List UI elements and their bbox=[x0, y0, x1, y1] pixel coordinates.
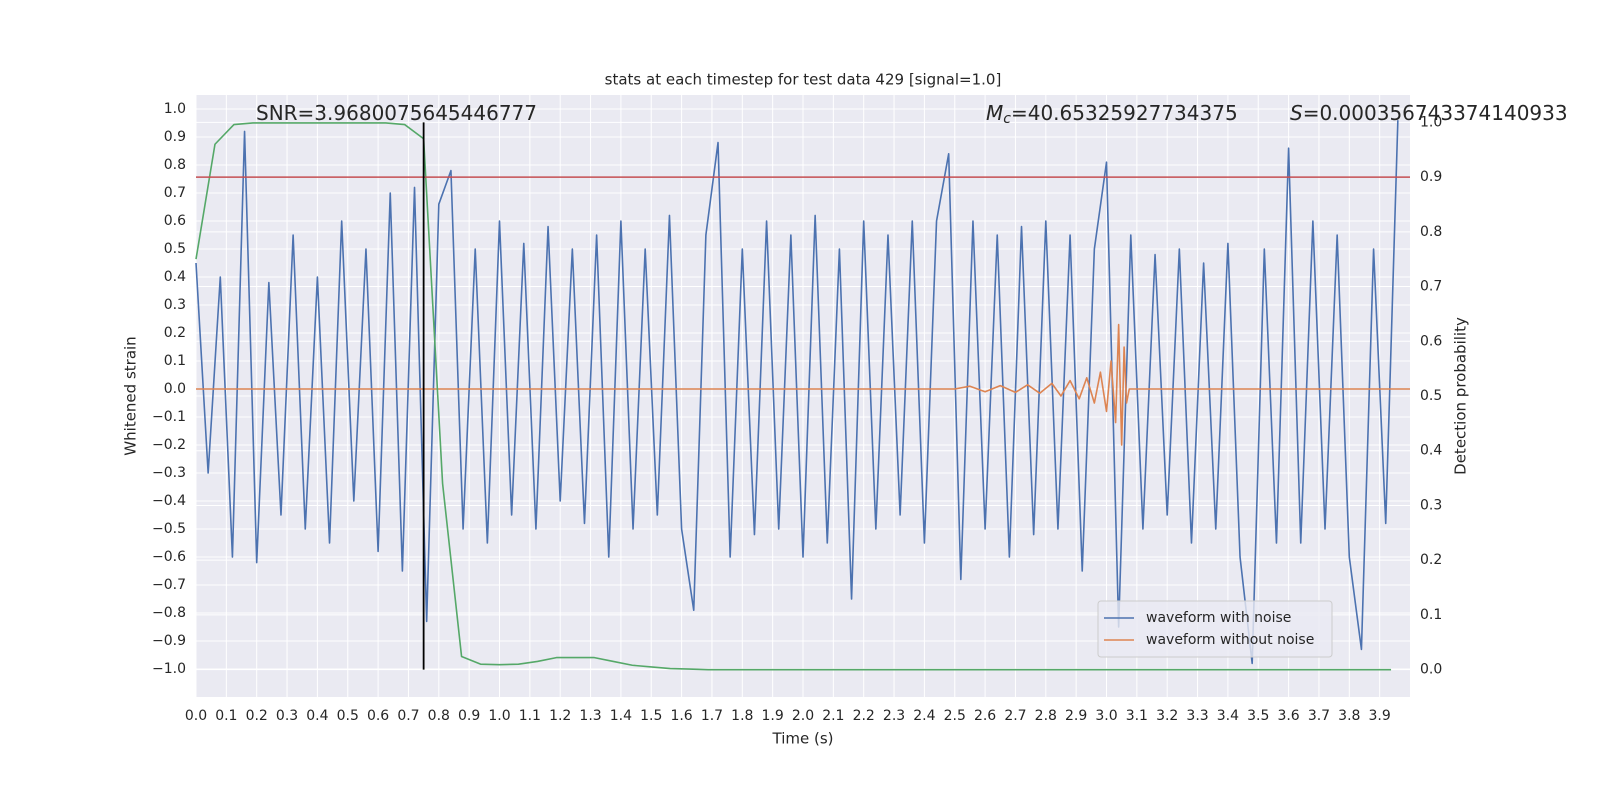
y-tick-label: −0.7 bbox=[152, 577, 186, 593]
y2-tick-label: 0.2 bbox=[1420, 552, 1442, 568]
x-tick-label: 2.2 bbox=[853, 708, 875, 724]
x-tick-label: 0.4 bbox=[306, 708, 328, 724]
x-tick-label: 0.9 bbox=[458, 708, 480, 724]
chart-title: stats at each timestep for test data 429… bbox=[605, 71, 1002, 89]
x-tick-label: 1.2 bbox=[549, 708, 571, 724]
x-tick-label: 3.0 bbox=[1095, 708, 1117, 724]
y-tick-label: 0.4 bbox=[164, 269, 186, 285]
annotation: S=0.000356743374140933 bbox=[1290, 101, 1568, 125]
x-tick-label: 1.6 bbox=[670, 708, 692, 724]
x-tick-label: 1.1 bbox=[519, 708, 541, 724]
annotation: SNR=3.9680075645446777 bbox=[256, 101, 537, 125]
x-tick-label: 1.9 bbox=[762, 708, 784, 724]
x-tick-label: 0.0 bbox=[185, 708, 207, 724]
y-tick-label: 0.6 bbox=[164, 213, 186, 229]
y-tick-label: −0.2 bbox=[152, 437, 186, 453]
annotation-symbol: S bbox=[1290, 101, 1303, 125]
y2-tick-label: 0.7 bbox=[1420, 279, 1442, 295]
annotation-text: SNR=3.9680075645446777 bbox=[256, 101, 537, 125]
x-tick-label: 2.8 bbox=[1035, 708, 1057, 724]
y2-tick-label: 0.8 bbox=[1420, 224, 1442, 240]
y2-tick-label: 1.0 bbox=[1420, 114, 1442, 130]
annotation-subscript: c bbox=[1003, 111, 1011, 127]
y-tick-label: −0.9 bbox=[152, 633, 186, 649]
y2-tick-label: 0.1 bbox=[1420, 607, 1442, 623]
x-tick-label: 0.1 bbox=[215, 708, 237, 724]
y2-tick-label: 0.6 bbox=[1420, 333, 1442, 349]
x-tick-label: 2.6 bbox=[974, 708, 996, 724]
x-tick-label: 1.0 bbox=[488, 708, 510, 724]
x-tick-label: 0.8 bbox=[428, 708, 450, 724]
annotation: Mc=40.65325927734375 bbox=[986, 101, 1238, 128]
x-tick-label: 1.4 bbox=[610, 708, 632, 724]
x-tick-label: 2.3 bbox=[883, 708, 905, 724]
x-tick-label: 3.6 bbox=[1277, 708, 1299, 724]
y-axis-label: Whitened strain bbox=[122, 336, 140, 455]
x-tick-label: 2.9 bbox=[1065, 708, 1087, 724]
y-tick-label: 0.1 bbox=[164, 353, 186, 369]
y-tick-label: −1.0 bbox=[152, 661, 186, 677]
x-tick-label: 3.7 bbox=[1308, 708, 1330, 724]
y-tick-label: 0.5 bbox=[164, 241, 186, 257]
annotation-text: =40.65325927734375 bbox=[1011, 101, 1238, 125]
y2-axis-label: Detection probability bbox=[1452, 317, 1470, 475]
x-tick-label: 0.5 bbox=[337, 708, 359, 724]
x-tick-label: 2.0 bbox=[792, 708, 814, 724]
x-tick-label: 1.8 bbox=[731, 708, 753, 724]
y2-tick-label: 0.0 bbox=[1420, 662, 1442, 678]
y-tick-label: 0.0 bbox=[164, 381, 186, 397]
y-tick-label: −0.3 bbox=[152, 465, 186, 481]
series-line bbox=[195, 122, 1392, 671]
y-tick-label: 0.9 bbox=[164, 129, 186, 145]
series-line bbox=[196, 323, 1410, 446]
legend-label: waveform without noise bbox=[1146, 632, 1314, 648]
x-tick-label: 2.4 bbox=[913, 708, 935, 724]
x-tick-label: 3.1 bbox=[1126, 708, 1148, 724]
x-tick-label: 3.5 bbox=[1247, 708, 1269, 724]
legend-label: waveform with noise bbox=[1146, 610, 1291, 626]
annotation-symbol: M bbox=[986, 101, 1003, 125]
x-tick-label: 0.6 bbox=[367, 708, 389, 724]
y-tick-label: −0.6 bbox=[152, 549, 186, 565]
legend-box bbox=[1097, 600, 1333, 658]
y-tick-label: 0.7 bbox=[164, 185, 186, 201]
x-tick-label: 1.3 bbox=[579, 708, 601, 724]
x-tick-label: 3.3 bbox=[1186, 708, 1208, 724]
x-tick-label: 1.5 bbox=[640, 708, 662, 724]
y2-tick-label: 0.9 bbox=[1420, 169, 1442, 185]
x-tick-label: 3.8 bbox=[1338, 708, 1360, 724]
y-tick-label: −0.5 bbox=[152, 521, 186, 537]
y-tick-label: 0.2 bbox=[164, 325, 186, 341]
x-tick-label: 3.2 bbox=[1156, 708, 1178, 724]
x-tick-label: 0.3 bbox=[276, 708, 298, 724]
x-tick-label: 3.4 bbox=[1217, 708, 1239, 724]
annotation-text: =0.000356743374140933 bbox=[1303, 101, 1568, 125]
x-tick-label: 2.1 bbox=[822, 708, 844, 724]
y-tick-label: 0.3 bbox=[164, 297, 186, 313]
y2-tick-label: 0.4 bbox=[1420, 443, 1442, 459]
x-axis-label: Time (s) bbox=[772, 730, 834, 748]
x-tick-label: 2.5 bbox=[944, 708, 966, 724]
series-line bbox=[195, 120, 1399, 665]
y-tick-label: 0.8 bbox=[164, 157, 186, 173]
y-tick-label: 1.0 bbox=[164, 101, 186, 117]
x-tick-label: 3.9 bbox=[1369, 708, 1391, 724]
x-tick-label: 1.7 bbox=[701, 708, 723, 724]
y-tick-label: −0.1 bbox=[152, 409, 186, 425]
y-tick-label: −0.4 bbox=[152, 493, 186, 509]
y2-tick-label: 0.5 bbox=[1420, 388, 1442, 404]
y2-tick-label: 0.3 bbox=[1420, 497, 1442, 513]
x-tick-label: 0.2 bbox=[246, 708, 268, 724]
x-tick-label: 0.7 bbox=[397, 708, 419, 724]
y-tick-label: −0.8 bbox=[152, 605, 186, 621]
x-tick-label: 2.7 bbox=[1004, 708, 1026, 724]
